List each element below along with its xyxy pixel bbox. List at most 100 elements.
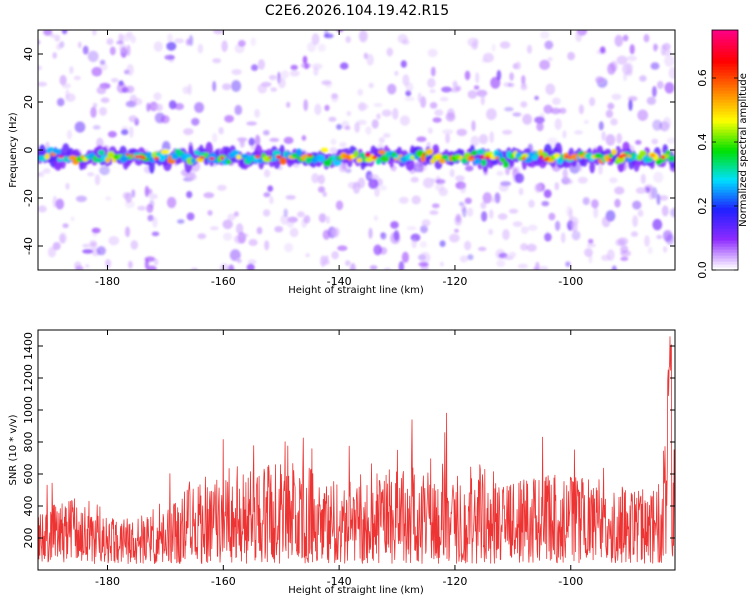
noise-blob: [85, 263, 90, 269]
noise-blob: [65, 182, 70, 190]
colorbar-cell: [712, 183, 738, 187]
noise-blob: [652, 119, 663, 131]
noise-blob: [87, 172, 95, 177]
snr-x-tick-label: -140: [327, 575, 352, 588]
noise-blob: [614, 186, 625, 195]
noise-blob: [324, 104, 330, 111]
noise-blob: [303, 99, 309, 112]
noise-blob: [314, 103, 322, 116]
noise-blob: [56, 98, 65, 107]
colorbar-cell: [712, 168, 738, 172]
noise-blob: [311, 33, 320, 46]
band-hotspot: [275, 155, 282, 159]
band-envelope-blob: [432, 144, 440, 156]
noise-blob: [126, 64, 134, 76]
noise-blob: [189, 171, 196, 180]
noise-blob: [284, 242, 294, 253]
noise-blob: [605, 109, 614, 118]
noise-blob: [212, 58, 222, 64]
band-hotspot: [480, 155, 485, 160]
noise-blob: [55, 198, 65, 210]
noise-blob: [512, 112, 522, 117]
noise-blob: [227, 213, 236, 221]
noise-blob: [650, 62, 660, 70]
band-core-blob: [594, 153, 603, 159]
band-hotspot: [522, 156, 526, 161]
noise-blob: [459, 255, 468, 263]
noise-blob: [374, 185, 380, 198]
snr-x-tick-label: -100: [558, 575, 583, 588]
noise-blob: [75, 195, 87, 202]
colorbar-cell: [712, 144, 738, 148]
noise-blob: [70, 216, 75, 222]
band-core-blob: [269, 155, 278, 162]
spectrogram-x-tick-label: -140: [327, 275, 352, 288]
noise-blob: [430, 178, 437, 183]
noise-blob: [632, 200, 642, 210]
noise-blob: [238, 40, 246, 47]
noise-blob: [251, 64, 259, 71]
noise-blob: [616, 55, 628, 65]
snr-x-ticks: -180 -160 -140 -120 -100: [95, 330, 583, 588]
noise-blob: [509, 72, 514, 81]
noise-blob: [151, 231, 160, 237]
noise-blob: [434, 109, 444, 117]
noise-blob: [386, 47, 394, 57]
noise-blob: [455, 213, 461, 223]
noise-blob: [75, 265, 84, 270]
spectrogram-x-tick-label: -160: [211, 275, 236, 288]
noise-blob: [417, 92, 422, 103]
band-hotspot: [539, 154, 544, 159]
colorbar-cell: [712, 54, 738, 58]
noise-blob: [582, 197, 590, 206]
noise-blob: [92, 125, 101, 130]
noise-blob: [534, 95, 539, 101]
noise-blob: [210, 226, 219, 231]
noise-blob: [207, 210, 213, 216]
noise-blob: [194, 102, 205, 113]
snr-frame: [37, 329, 676, 571]
colorbar-cell: [712, 237, 738, 241]
noise-blob: [518, 187, 524, 196]
noise-blob: [144, 185, 150, 198]
snr-y-tick-label: 600: [22, 464, 35, 485]
noise-blob: [466, 207, 474, 217]
noise-blob: [482, 192, 492, 204]
noise-blob: [248, 137, 255, 146]
noise-blob: [379, 185, 387, 191]
noise-blob: [477, 246, 487, 252]
noise-blob: [369, 265, 378, 270]
noise-blob: [331, 93, 338, 99]
band-core-blob: [353, 150, 359, 158]
noise-blob: [521, 75, 526, 85]
noise-blob: [644, 186, 651, 194]
noise-blob: [224, 115, 235, 123]
noise-blob: [73, 75, 81, 81]
noise-blob: [121, 129, 129, 136]
noise-blob: [74, 121, 86, 133]
noise-blob: [58, 232, 68, 244]
noise-blob: [595, 76, 605, 84]
noise-blob: [185, 38, 191, 46]
colorbar-label: Normalized spectral amplitude: [738, 73, 749, 227]
noise-blob: [651, 138, 659, 145]
snr-x-tick-label: -120: [442, 575, 467, 588]
colorbar-cell: [712, 39, 738, 43]
noise-blob: [38, 205, 47, 213]
noise-blob: [229, 249, 241, 262]
colorbar-cell: [712, 126, 738, 130]
noise-blob: [398, 196, 409, 204]
noise-blob: [278, 77, 286, 89]
noise-blob: [358, 30, 368, 43]
noise-blob: [108, 236, 120, 246]
snr-y-ticks: 200 400 600 800 1000 1200 1400: [22, 332, 675, 549]
colorbar-tick-label: 0.4: [696, 133, 709, 151]
noise-blob: [434, 183, 445, 191]
spectrogram-y-ticks: -40 -20 0 20 40: [22, 47, 675, 255]
noise-blob: [337, 245, 348, 251]
noise-blob: [616, 133, 623, 144]
colorbar-cell: [712, 72, 738, 76]
noise-blob: [94, 174, 101, 186]
colorbar-cell: [712, 228, 738, 232]
noise-blob: [427, 48, 438, 58]
